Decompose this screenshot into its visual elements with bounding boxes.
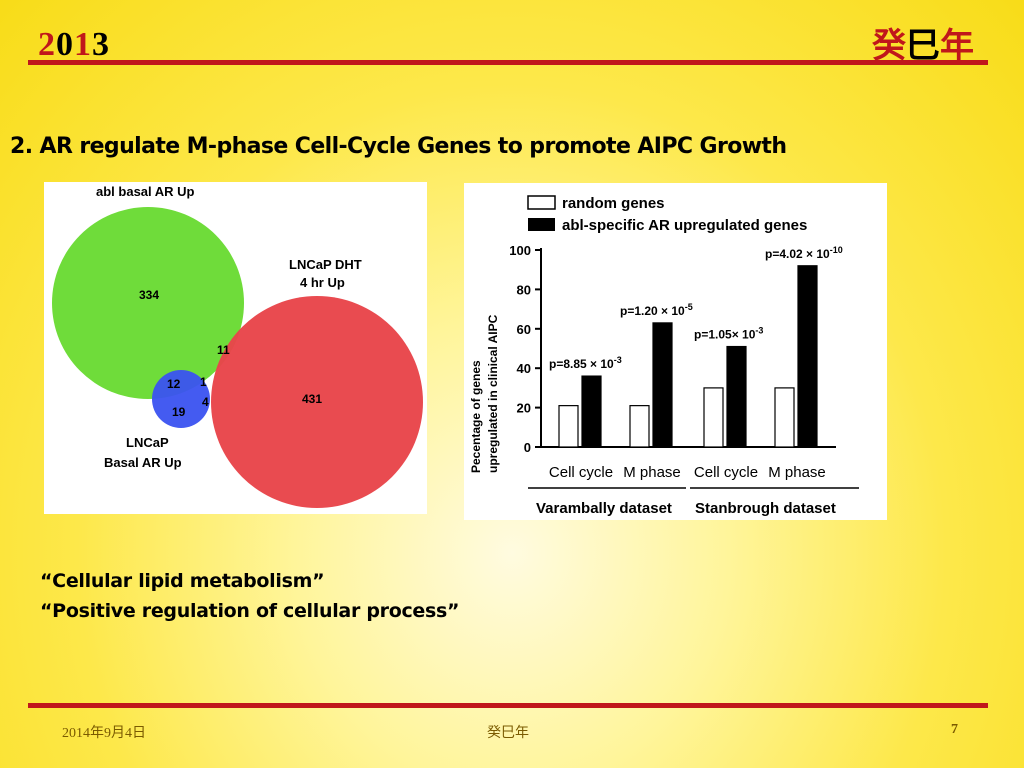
venn-label-abl-basal: abl basal AR Up [96, 184, 195, 199]
year-digit: 3 [92, 26, 110, 63]
venn-set-abl-basal [52, 207, 244, 399]
y-tick-label: 0 [524, 440, 531, 455]
bar-random [558, 405, 579, 448]
bar-chart-svg: random genes abl-specific AR upregulated… [469, 195, 859, 517]
bar-abl [797, 265, 818, 448]
y-axis-label-2: upregulated in clinical AIPC [486, 314, 500, 473]
year-digit: 0 [56, 26, 74, 63]
pvalue-label: p=1.05× 10-3 [694, 326, 763, 342]
bar-random [629, 405, 650, 448]
year-digit: 1 [74, 26, 92, 63]
venn-svg: abl basal AR Up LNCaP DHT 4 hr Up LNCaP … [52, 184, 423, 508]
slide-title: 2. AR regulate M-phase Cell-Cycle Genes … [10, 134, 787, 159]
y-tick-label: 20 [517, 401, 531, 416]
bar-abl [726, 345, 747, 448]
venn-count-blue-only: 19 [172, 405, 186, 419]
footer-divider [28, 703, 988, 708]
year-digit: 2 [38, 26, 56, 63]
note-line-1: “Cellular lipid metabolism” [40, 570, 325, 592]
pvalue-label: p=8.85 × 10-3 [549, 355, 622, 371]
y-tick-label: 40 [517, 361, 531, 376]
cn-char: 巳 [906, 27, 940, 65]
bar-chart: random genes abl-specific AR upregulated… [464, 183, 887, 520]
venn-set-lncap-dht [211, 296, 423, 508]
venn-diagram: abl basal AR Up LNCaP DHT 4 hr Up LNCaP … [44, 182, 427, 514]
bar-random [703, 387, 724, 448]
venn-count-green-only: 334 [139, 288, 159, 302]
y-tick-label: 80 [517, 282, 531, 297]
y-tick-label: 100 [509, 243, 531, 258]
footer-page-number: 7 [951, 722, 958, 737]
venn-count-red-only: 431 [302, 392, 322, 406]
venn-label-lncap-dht-2: 4 hr Up [300, 275, 345, 290]
cn-char: 年 [940, 27, 974, 65]
pvalue-label: p=1.20 × 10-5 [620, 302, 693, 318]
header-divider [28, 60, 988, 65]
y-axis-label-1: Pecentage of genes [469, 360, 483, 473]
venn-label-lncap-dht-1: LNCaP DHT [289, 257, 362, 272]
venn-count-green-red: 11 [217, 343, 230, 357]
group-label-varambally: Varambally dataset [536, 500, 672, 517]
pvalue-label: p=4.02 × 10-10 [765, 245, 843, 261]
footer-date: 2014年9月4日 [62, 726, 146, 741]
legend-swatch-random [527, 195, 556, 210]
x-category-label: M phase [623, 464, 681, 481]
bar-abl [581, 375, 602, 448]
legend-label-random: random genes [562, 195, 665, 212]
x-category-label: M phase [768, 464, 826, 481]
year-logo: 2013 [38, 26, 110, 64]
cn-year-logo: 癸巳年 [872, 18, 974, 67]
venn-count-red-blue: 4 [202, 395, 209, 409]
venn-label-lncap-basal-2: Basal AR Up [104, 455, 182, 470]
bar-abl [652, 322, 673, 448]
venn-count-green-blue: 12 [167, 377, 181, 391]
y-tick-label: 60 [517, 322, 531, 337]
venn-count-all-three: 1 [200, 375, 207, 389]
legend-swatch-abl [528, 218, 555, 231]
legend-label-abl: abl-specific AR upregulated genes [562, 217, 807, 234]
group-label-stanbrough: Stanbrough dataset [695, 500, 836, 517]
cn-char: 癸 [872, 27, 906, 65]
footer-center: 癸巳年 [487, 726, 529, 741]
bar-random [774, 387, 795, 448]
x-category-label: Cell cycle [694, 464, 758, 481]
venn-label-lncap-basal-1: LNCaP [126, 435, 169, 450]
venn-set-lncap-basal [152, 370, 210, 428]
note-line-2: “Positive regulation of cellular process… [40, 600, 460, 622]
x-category-label: Cell cycle [549, 464, 613, 481]
